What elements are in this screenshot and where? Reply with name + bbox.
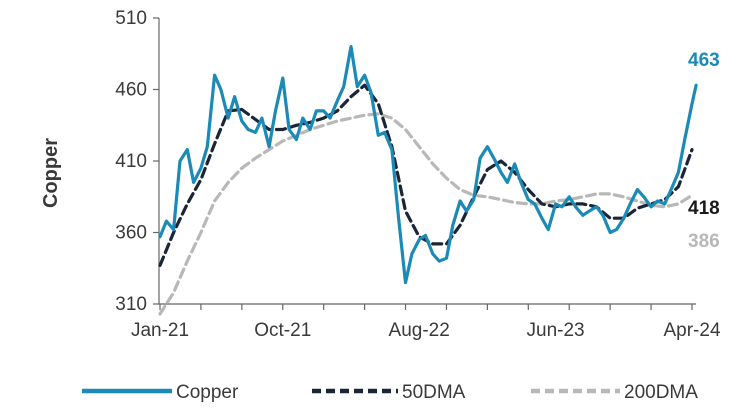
y-tick-label: 360	[115, 223, 147, 244]
axes-group: 310 360 410 460 510 Jan-21 Oct-21 Aug-22 Jun-23 A…	[40, 8, 721, 341]
y-tick-label: 510	[115, 8, 147, 29]
legend-item-50dma: 50DMA	[312, 382, 466, 403]
x-tick-label: Oct-21	[254, 320, 311, 341]
legend-item-copper: Copper	[82, 382, 239, 403]
legend-label: Copper	[176, 382, 239, 403]
series-line-copper	[158, 45, 698, 285]
x-tick-label: Apr-24	[663, 320, 720, 341]
end-label-copper: 463	[688, 50, 720, 71]
series-lines-group	[158, 45, 698, 316]
legend-label: 50DMA	[402, 382, 466, 403]
x-tick-label: Jan-21	[131, 320, 189, 341]
legend-item-200dma: 200DMA	[531, 382, 698, 403]
series-line-200dma	[158, 112, 694, 316]
end-labels-group: 463 418 386	[688, 50, 720, 252]
legend-label: 200DMA	[624, 382, 698, 403]
end-label-200dma: 386	[688, 231, 720, 252]
y-tick-label: 410	[115, 151, 147, 172]
y-tick-label: 460	[115, 80, 147, 101]
legend: Copper 50DMA 200DMA	[82, 382, 698, 403]
x-tick-label: Jun-23	[527, 320, 585, 341]
end-label-50dma: 418	[688, 198, 720, 219]
y-axis-title: Copper	[40, 138, 62, 208]
x-tick-label: Aug-22	[389, 320, 450, 341]
y-tick-label: 310	[115, 294, 147, 315]
